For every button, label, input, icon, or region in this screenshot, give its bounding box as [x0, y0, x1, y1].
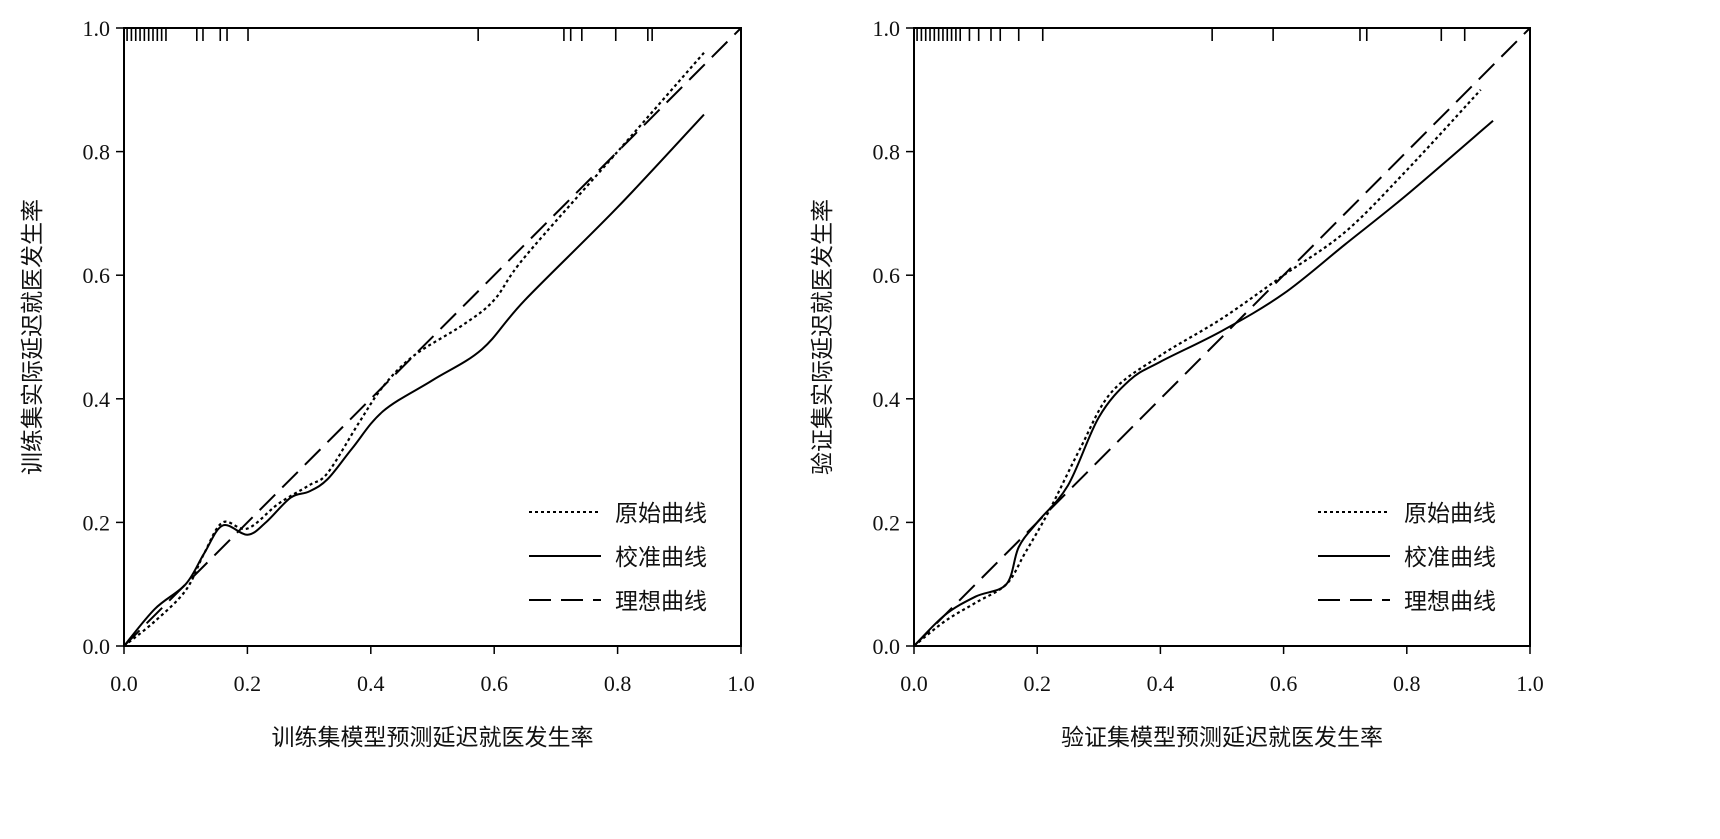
- x-tick-label: 0.6: [480, 671, 508, 696]
- y-tick-label: 1.0: [83, 16, 111, 41]
- series-line-3: [123, 27, 742, 647]
- legend-label: 理想曲线: [1404, 589, 1496, 614]
- x-tick-label: 0.2: [1023, 671, 1051, 696]
- series-line-1: [123, 51, 705, 647]
- x-tick-label: 0.8: [1393, 671, 1421, 696]
- plot-frame: [123, 27, 742, 647]
- series-line-3: [913, 27, 1531, 647]
- legend-label: 理想曲线: [615, 589, 707, 614]
- x-tick-label: 0.0: [110, 671, 138, 696]
- series-line-1: [913, 89, 1482, 647]
- legend-label: 校准曲线: [615, 545, 707, 570]
- x-tick-label: 1.0: [1516, 671, 1544, 696]
- y-tick-label: 0.2: [83, 510, 111, 535]
- x-tick-label: 0.4: [1147, 671, 1175, 696]
- x-tick-label: 0.6: [1270, 671, 1298, 696]
- y-tick-label: 1.0: [873, 16, 901, 41]
- legend-label: 校准曲线: [1404, 545, 1496, 570]
- y-tick-label: 0.2: [873, 510, 901, 535]
- x-tick-label: 0.8: [604, 671, 632, 696]
- chart-panel-2: 0.0 0.2 0.4 0.6 0.8 1.0 0.0 0.2 0.4 0.6 0.8 1.0 验证集模…: [810, 16, 1544, 750]
- x-axis-label: 验证集模型预测延迟就医发生率: [1061, 725, 1383, 750]
- y-tick-label: 0.6: [873, 263, 901, 288]
- y-tick-label: 0.6: [83, 263, 111, 288]
- legend-label: 原始曲线: [1404, 501, 1496, 526]
- x-tick-label: 0.0: [900, 671, 928, 696]
- y-axis-label: 验证集实际延迟就医发生率: [810, 199, 835, 475]
- legend-label: 原始曲线: [615, 501, 707, 526]
- x-axis-label: 训练集模型预测延迟就医发生率: [272, 725, 594, 750]
- x-tick-label: 1.0: [727, 671, 755, 696]
- series-line-2: [123, 113, 705, 647]
- series-line-2: [913, 119, 1494, 647]
- y-tick-label: 0.8: [83, 140, 111, 165]
- y-axis-label: 训练集实际延迟就医发生率: [20, 199, 45, 475]
- y-tick-label: 0.8: [873, 140, 901, 165]
- chart-panel-1: 0.0 0.2 0.4 0.6 0.8 1.0 0.0 0.2 0.4 0.6 0.8 1.0 训练集模…: [20, 16, 755, 750]
- y-tick-label: 0.0: [873, 634, 901, 659]
- y-tick-label: 0.4: [83, 387, 111, 412]
- plot-frame: [913, 27, 1531, 647]
- x-tick-label: 0.4: [357, 671, 385, 696]
- x-tick-label: 0.2: [234, 671, 262, 696]
- y-tick-label: 0.0: [83, 634, 111, 659]
- y-tick-label: 0.4: [873, 387, 901, 412]
